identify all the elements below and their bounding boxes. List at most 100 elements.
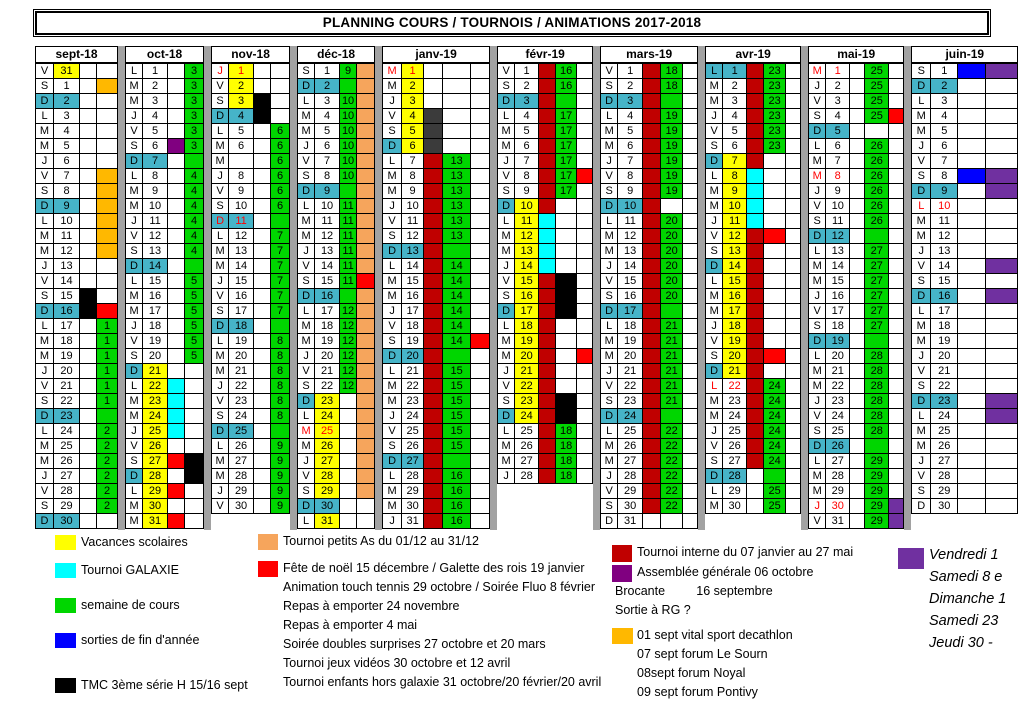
week-number-cell: 25: [864, 78, 890, 94]
day-row: M 16 14: [382, 288, 491, 304]
event-cell-empty: [576, 108, 594, 124]
legend-swatch-red: [258, 561, 278, 577]
course-week-cell: [864, 228, 890, 244]
day-row: M 26 22: [600, 438, 699, 454]
week-number-cell: 28: [864, 393, 890, 409]
day-number-cell: 25: [930, 423, 959, 439]
day-row: S 15: [35, 288, 119, 304]
event-cell: [642, 108, 662, 124]
day-row: L 12 7: [211, 228, 291, 244]
week-number-cell: 18: [660, 62, 684, 79]
day-row: S 23: [497, 393, 594, 409]
week-number-cell: 4: [184, 198, 205, 214]
event-cell-empty: [785, 138, 802, 154]
day-row: M 2 23: [705, 78, 802, 94]
day-number-cell: 28: [722, 468, 748, 484]
day-row: M 11: [35, 228, 119, 244]
day-row: L 15: [705, 273, 802, 289]
week-number-cell: 19: [660, 153, 684, 169]
day-letter-cell: S: [125, 243, 144, 259]
event-cell-empty: [253, 198, 272, 214]
day-number-cell: 17: [514, 303, 540, 319]
week-number-cell: 13: [442, 228, 472, 244]
event-cell-empty: [470, 258, 491, 274]
day-row: S 13 4: [125, 243, 205, 259]
event-cell: [95, 168, 119, 184]
event-cell-empty: [849, 333, 866, 349]
month-separator: [118, 46, 126, 530]
legend-swatch-cyan: [55, 563, 76, 578]
event-cell: [423, 228, 444, 244]
event-cell-empty: [167, 123, 186, 139]
event-cell-empty: [985, 438, 1019, 454]
day-row: M 13 7: [211, 243, 291, 259]
day-row: M 16 5: [125, 288, 205, 304]
event-cell: [642, 138, 662, 154]
event-cell: [184, 468, 205, 484]
day-row: M 30 25: [705, 498, 802, 514]
day-letter-cell: S: [600, 393, 619, 409]
event-cell-empty: [576, 183, 594, 199]
event-cell-empty: [785, 438, 802, 454]
event-cell-empty: [184, 513, 205, 529]
day-letter-cell: M: [125, 78, 144, 94]
event-cell: [423, 123, 444, 139]
week-number-cell: 5: [184, 318, 205, 334]
event-cell-empty: [79, 273, 97, 289]
day-number-cell: 23: [401, 393, 425, 409]
day-row: L 4 19: [600, 108, 699, 124]
event-cell: [538, 243, 557, 259]
day-letter-cell: S: [705, 243, 724, 259]
day-row: D 11: [211, 213, 291, 229]
event-cell-empty: [79, 468, 97, 484]
week-number-cell: 22: [660, 468, 684, 484]
event-cell-empty: [95, 123, 119, 139]
event-cell-empty: [167, 363, 186, 379]
month-separator: [801, 46, 809, 530]
day-letter-cell: L: [35, 108, 54, 124]
event-cell: [356, 138, 376, 154]
day-number-cell: 22: [930, 378, 959, 394]
day-letter-cell: L: [808, 243, 827, 259]
event-cell-empty: [888, 138, 905, 154]
event-cell-empty: [470, 168, 491, 184]
event-cell-empty: [785, 258, 802, 274]
week-number-cell: 5: [184, 273, 205, 289]
day-row: S 22 1: [35, 393, 119, 409]
day-row: S 9 19: [600, 183, 699, 199]
day-letter-cell: J: [382, 408, 403, 424]
event-cell-empty: [849, 93, 866, 109]
day-row: L 29: [125, 483, 205, 499]
day-number-cell: 6: [228, 138, 255, 154]
day-row: D 31: [600, 513, 699, 529]
day-letter-cell: S: [600, 288, 619, 304]
event-cell-empty: [785, 108, 802, 124]
day-row: J 23 28: [808, 393, 905, 409]
day-number-cell: 6: [314, 138, 341, 154]
event-cell-empty: [423, 78, 444, 94]
day-number-cell: 16: [53, 303, 80, 319]
day-letter-cell: J: [297, 138, 316, 154]
event-cell-empty: [957, 363, 987, 379]
day-letter-cell: M: [497, 228, 516, 244]
week-number-cell: 24: [763, 453, 787, 469]
day-number-cell: 9: [401, 183, 425, 199]
month-table-janv-19: janv-19 M 1 M 2 J 3 V 4 S 5 D 6 L 7 13 M 8 13 M 9 13 J 10 13 V 11 1…: [382, 46, 491, 529]
day-row: D 20: [382, 348, 491, 364]
day-row: V 10 26: [808, 198, 905, 214]
course-week-cell: [184, 258, 205, 274]
day-row: J 21 21: [600, 363, 699, 379]
day-row: V 15 20: [600, 273, 699, 289]
legend-item: Fête de noël 15 décembre / Galette des r…: [258, 561, 585, 577]
event-cell-empty: [888, 423, 905, 439]
day-number-cell: 17: [722, 303, 748, 319]
day-number-cell: 23: [722, 393, 748, 409]
day-row: S 6 23: [705, 138, 802, 154]
day-letter-cell: S: [808, 213, 827, 229]
week-number-cell: 24: [763, 438, 787, 454]
day-number-cell: 9: [53, 198, 80, 214]
